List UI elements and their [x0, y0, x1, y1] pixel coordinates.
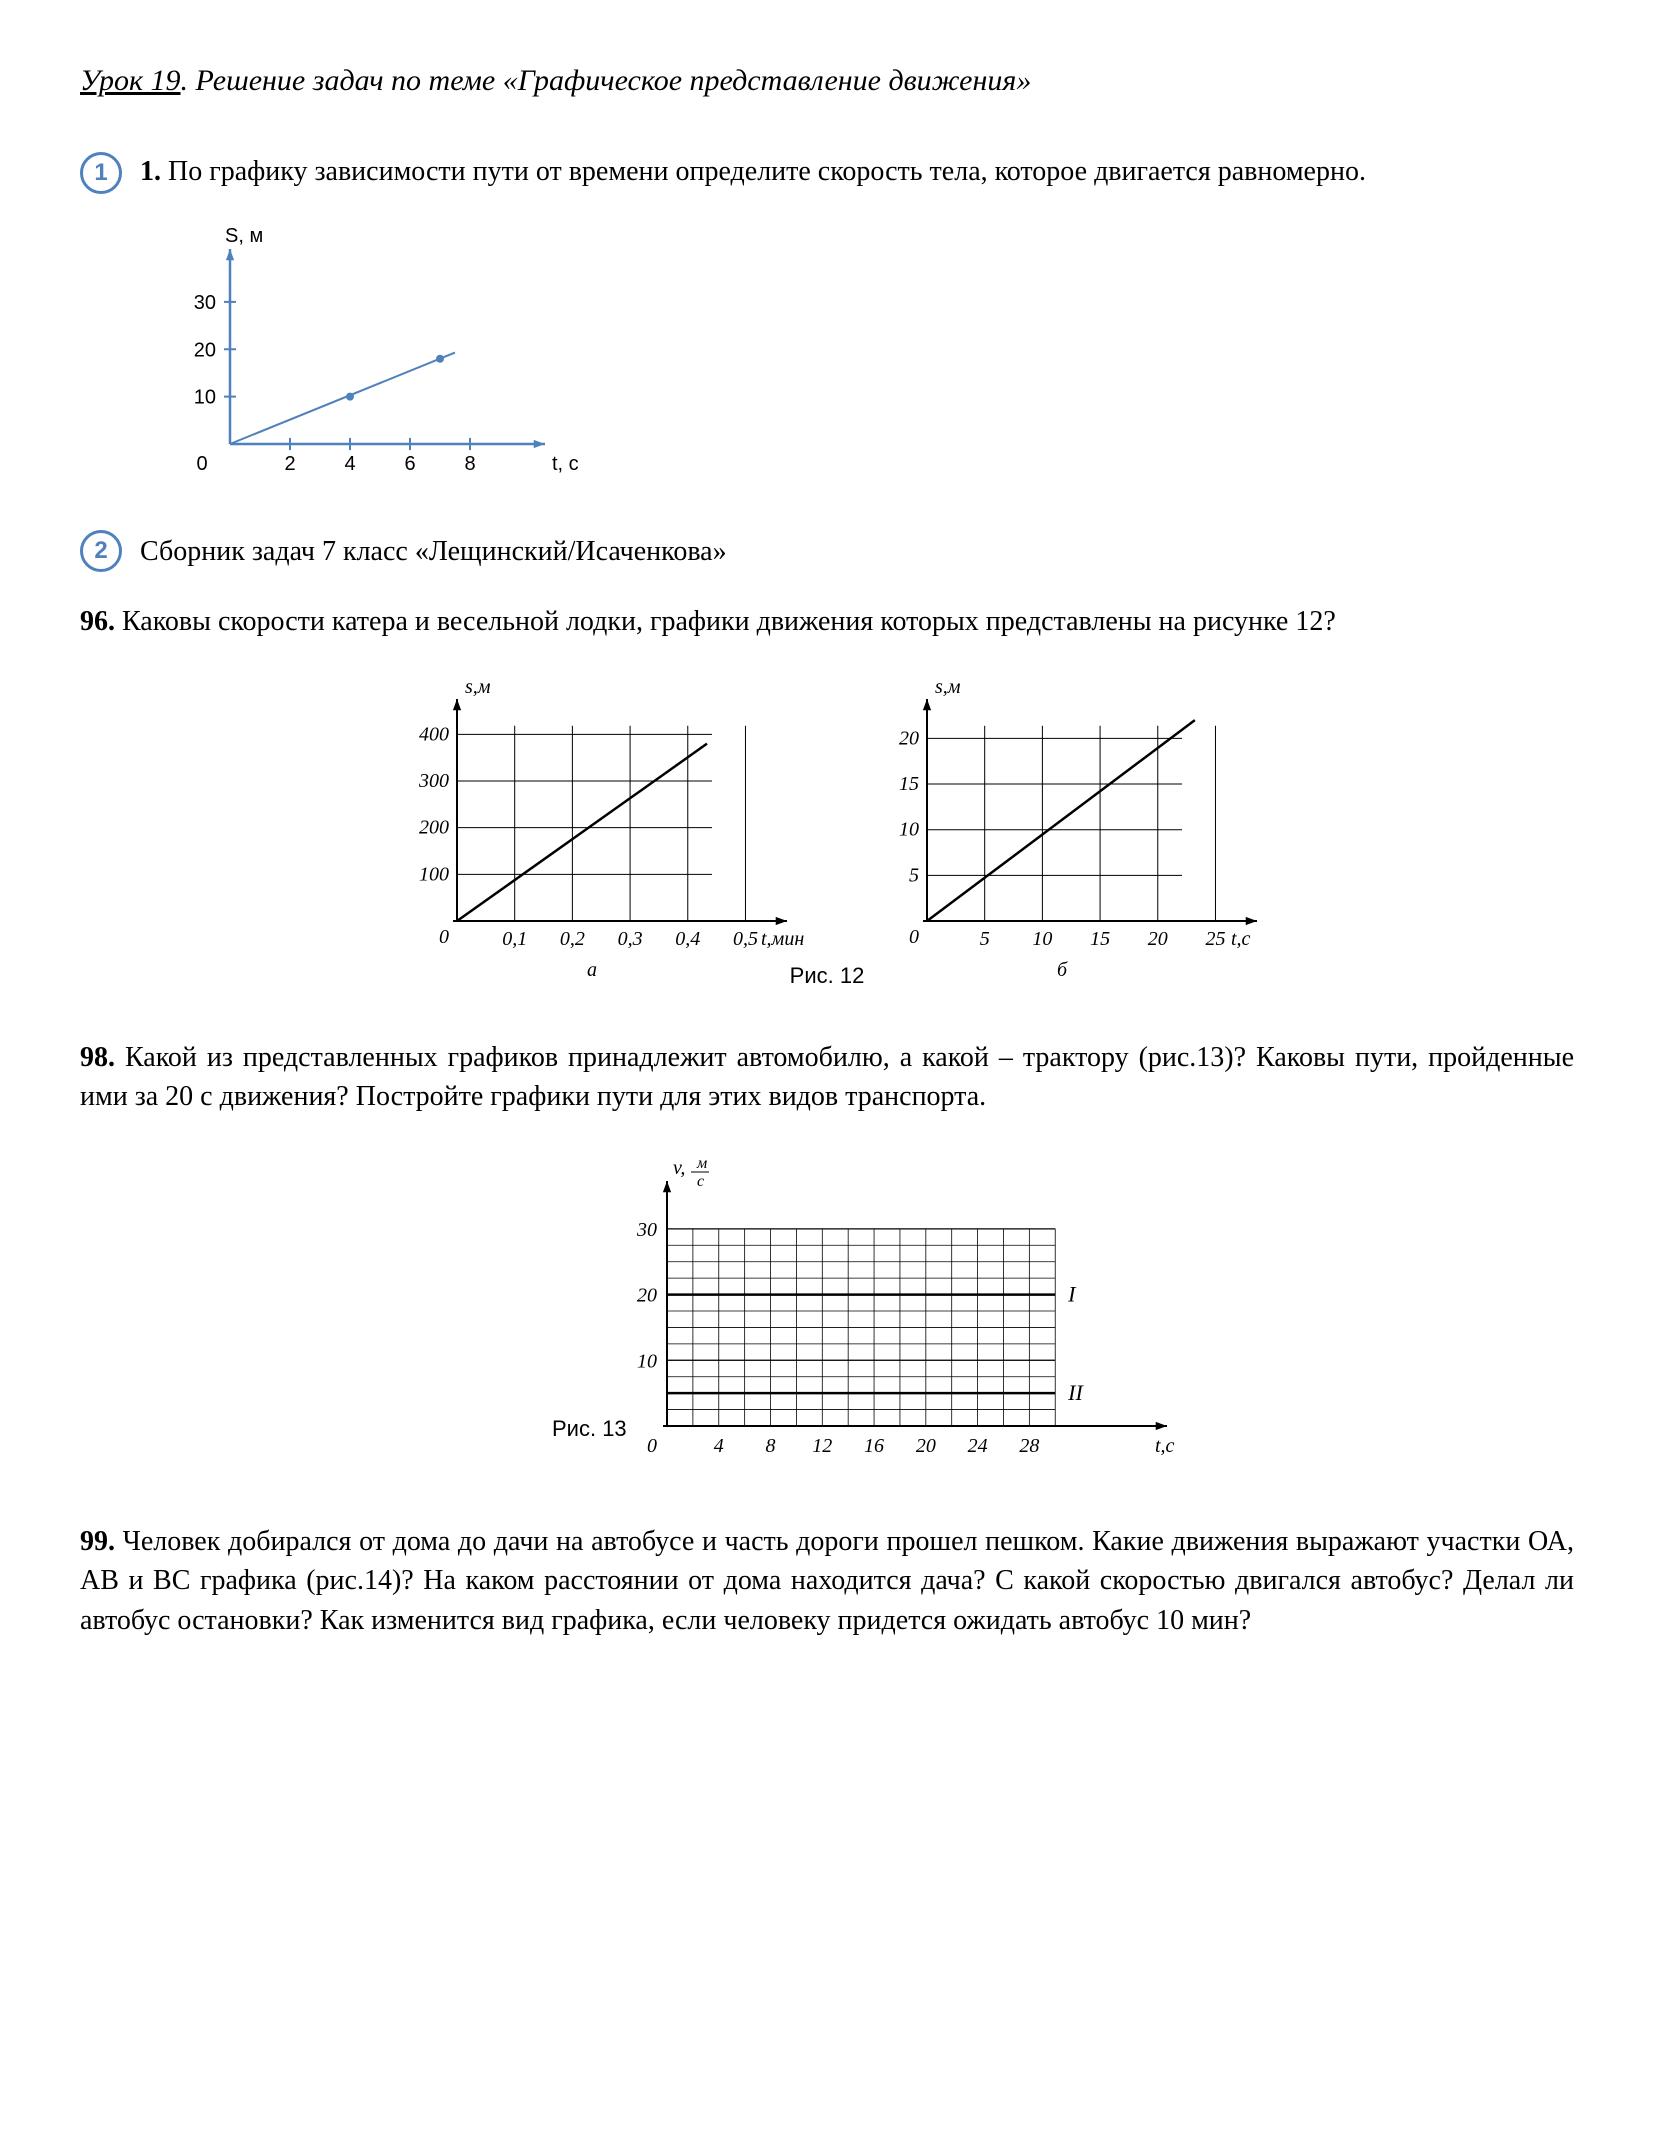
task-99: 99. Человек добирался от дома до дачи на…: [80, 1522, 1574, 1640]
task-1-row: 1 1. По графику зависимости пути от врем…: [80, 152, 1574, 194]
task-1-text: 1. По графику зависимости пути от времен…: [140, 152, 1574, 191]
svg-text:8: 8: [766, 1435, 776, 1457]
task-1-body: По графику зависимости пути от времени о…: [168, 156, 1366, 187]
svg-text:0: 0: [439, 926, 449, 948]
svg-text:15: 15: [899, 773, 919, 795]
svg-text:24: 24: [968, 1435, 988, 1457]
svg-text:100: 100: [419, 864, 449, 886]
svg-text:Рис. 13: Рис. 13: [552, 1416, 627, 1441]
svg-text:12: 12: [812, 1435, 832, 1457]
reference-text: Сборник задач 7 класс «Лещинский/Исаченк…: [140, 532, 727, 571]
lesson-topic: . Решение задач по теме «Графическое пре…: [181, 64, 1032, 97]
svg-text:0,4: 0,4: [675, 928, 700, 950]
chart-1: 10 20 30 2 4 6 8 0 S, м t, с: [150, 224, 1574, 505]
marker-2: 2: [80, 530, 122, 572]
svg-text:5: 5: [980, 928, 990, 950]
task-96: 96. Каковы скорости катера и весельной л…: [80, 602, 1574, 641]
svg-text:t,с: t,с: [1155, 1435, 1175, 1457]
svg-text:28: 28: [1019, 1435, 1039, 1457]
svg-text:a: a: [587, 959, 597, 981]
task-98-num: 98.: [80, 1042, 115, 1073]
svg-text:10: 10: [637, 1350, 657, 1372]
svg-text:30: 30: [194, 292, 216, 314]
svg-text:10: 10: [194, 387, 216, 409]
svg-text:400: 400: [419, 724, 449, 746]
svg-text:0: 0: [196, 453, 207, 475]
svg-text:10: 10: [899, 819, 919, 841]
fig-12: 1002003004000,10,20,30,40,50s,мt,минa510…: [80, 671, 1574, 1012]
svg-text:s,м: s,м: [465, 676, 491, 698]
task-98-body: Какой из представленных графиков принадл…: [80, 1042, 1574, 1112]
task-99-body: Человек добирался от дома до дачи на авт…: [80, 1526, 1574, 1635]
task-99-num: 99.: [80, 1526, 115, 1557]
svg-text:t,с: t,с: [1231, 928, 1251, 950]
svg-text:16: 16: [864, 1435, 884, 1457]
task-96-num: 96.: [80, 606, 115, 637]
svg-text:Рис. 12: Рис. 12: [790, 963, 865, 988]
svg-text:0,5: 0,5: [733, 928, 758, 950]
fig-13: 1020304812162024280v,мсt,сIIIРис. 13: [80, 1146, 1574, 1497]
svg-text:8: 8: [464, 453, 475, 475]
marker-1: 1: [80, 152, 122, 194]
reference-row: 2 Сборник задач 7 класс «Лещинский/Исаче…: [80, 530, 1574, 572]
svg-text:0: 0: [647, 1435, 657, 1457]
task-98: 98. Какой из представленных графиков при…: [80, 1038, 1574, 1116]
svg-text:II: II: [1067, 1380, 1084, 1405]
svg-text:30: 30: [636, 1219, 657, 1241]
svg-text:б: б: [1057, 959, 1068, 981]
svg-text:t,мин: t,мин: [761, 928, 804, 950]
svg-text:10: 10: [1032, 928, 1052, 950]
svg-text:200: 200: [419, 817, 449, 839]
svg-text:300: 300: [418, 770, 449, 792]
task-96-body: Каковы скорости катера и весельной лодки…: [122, 606, 1336, 637]
svg-text:20: 20: [1148, 928, 1168, 950]
svg-text:4: 4: [714, 1435, 724, 1457]
svg-text:20: 20: [194, 339, 216, 361]
page-title: Урок 19. Решение задач по теме «Графичес…: [80, 60, 1574, 102]
svg-text:25: 25: [1205, 928, 1225, 950]
svg-text:t, с: t, с: [552, 453, 579, 475]
svg-text:v,: v,: [673, 1157, 685, 1179]
lesson-number: Урок 19: [80, 64, 181, 97]
svg-text:0,2: 0,2: [560, 928, 585, 950]
task-1-num: 1.: [140, 156, 161, 187]
svg-text:5: 5: [909, 865, 919, 887]
svg-text:0: 0: [909, 926, 919, 948]
svg-text:I: I: [1067, 1282, 1077, 1307]
svg-text:4: 4: [344, 453, 355, 475]
svg-text:20: 20: [916, 1435, 936, 1457]
svg-text:м: м: [696, 1155, 707, 1172]
svg-text:S, м: S, м: [225, 225, 263, 247]
svg-text:6: 6: [404, 453, 415, 475]
svg-text:с: с: [697, 1173, 704, 1190]
svg-text:15: 15: [1090, 928, 1110, 950]
svg-text:20: 20: [899, 728, 919, 750]
svg-text:20: 20: [637, 1285, 657, 1307]
svg-text:0,1: 0,1: [502, 928, 527, 950]
svg-text:s,м: s,м: [935, 676, 961, 698]
svg-text:2: 2: [284, 453, 295, 475]
svg-text:0,3: 0,3: [618, 928, 643, 950]
